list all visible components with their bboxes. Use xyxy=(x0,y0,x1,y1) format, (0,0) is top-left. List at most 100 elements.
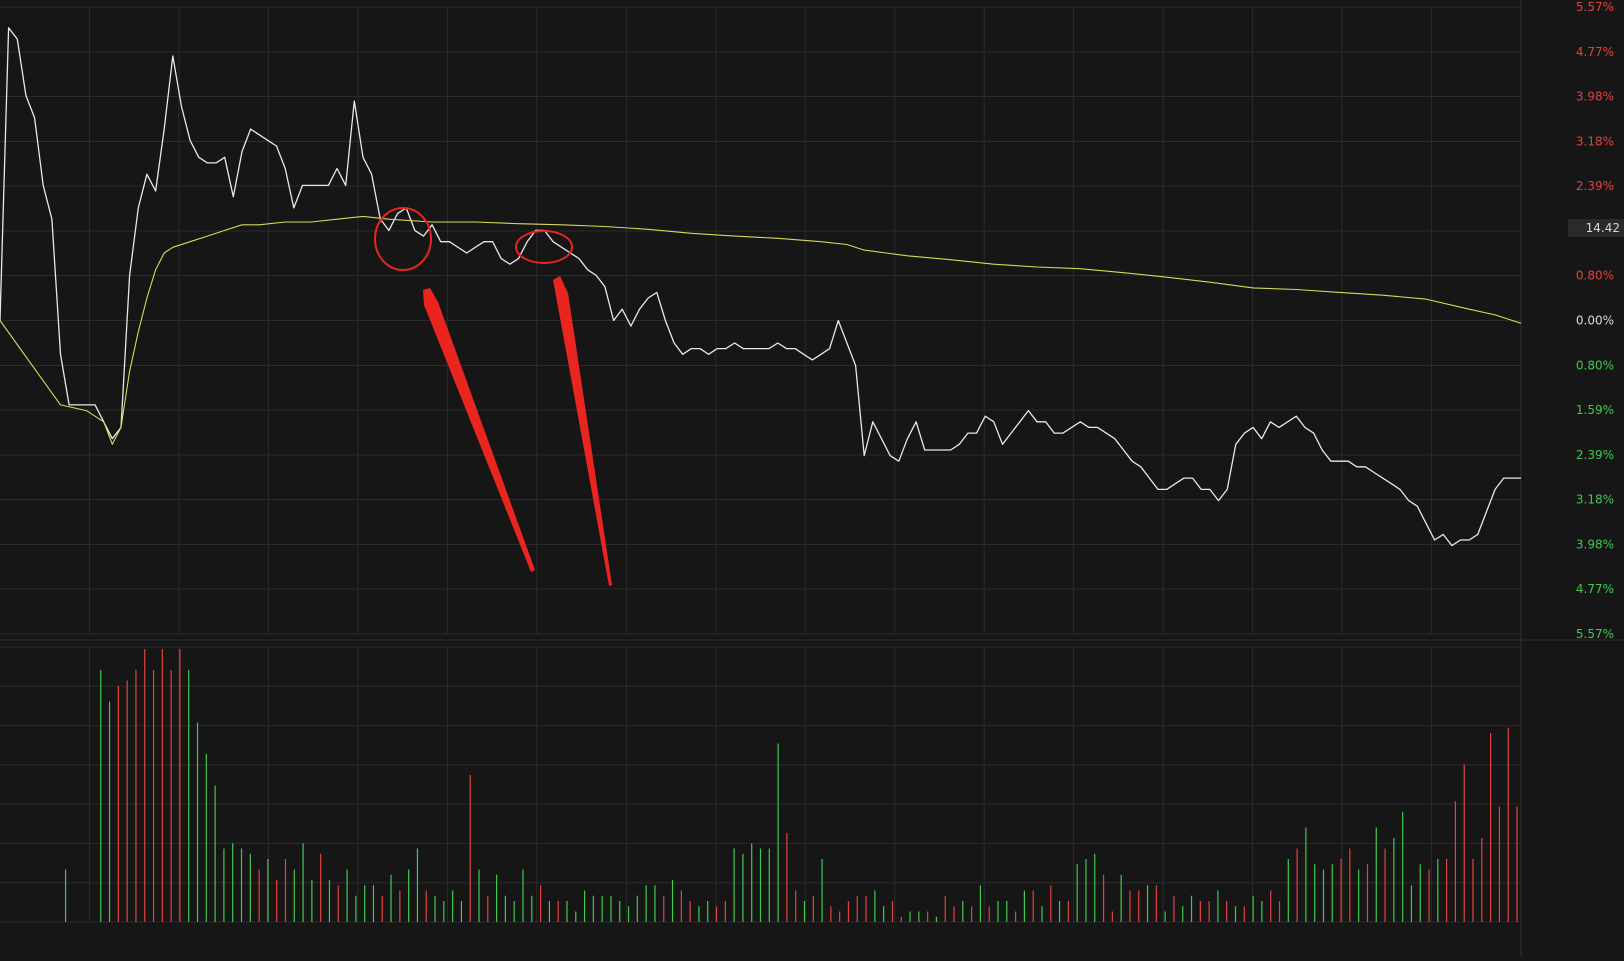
volume-bar xyxy=(205,754,207,922)
volume-bar xyxy=(1349,848,1351,922)
volume-bar xyxy=(1419,864,1421,922)
volume-bar xyxy=(161,649,163,922)
volume-bar xyxy=(452,890,454,922)
volume-bar xyxy=(839,911,841,922)
y-tick-label: 3.98% xyxy=(1576,538,1614,552)
volume-bar xyxy=(724,901,726,922)
volume-bar xyxy=(364,885,366,922)
volume-bar xyxy=(337,885,339,922)
volume-bar xyxy=(232,843,234,922)
volume-bar xyxy=(126,680,128,922)
volume-bar xyxy=(751,843,753,922)
volume-bar xyxy=(1331,864,1333,922)
volume-bar xyxy=(680,890,682,922)
y-tick-label: 4.77% xyxy=(1576,45,1614,59)
volume-bar xyxy=(715,906,718,922)
volume-bar xyxy=(1199,901,1201,922)
volume-bar xyxy=(707,901,709,922)
volume-bar xyxy=(355,895,357,922)
volume-bar xyxy=(1472,859,1474,922)
volume-bar xyxy=(803,901,806,922)
volume-bar xyxy=(504,895,507,922)
y-tick-label: 3.18% xyxy=(1576,492,1614,506)
volume-bar xyxy=(575,911,577,922)
volume-bar xyxy=(988,906,990,922)
average-price-line xyxy=(0,215,1522,445)
y-tick-label: 0.80% xyxy=(1576,359,1614,373)
volume-bar xyxy=(328,880,331,922)
volume-bar xyxy=(1155,885,1157,922)
volume-bar xyxy=(152,670,155,922)
volume-bar xyxy=(1252,895,1254,922)
volume-bar xyxy=(1138,890,1140,922)
volume-bar xyxy=(100,670,102,922)
volume-bar xyxy=(1314,864,1316,922)
line-layer xyxy=(0,27,1522,547)
volume-bar xyxy=(1164,911,1166,922)
y-tick-label: 5.57% xyxy=(1576,627,1614,641)
volume-bar xyxy=(214,785,216,922)
volume-bar xyxy=(381,895,383,922)
volume-bar xyxy=(135,670,137,922)
volume-bar xyxy=(1366,864,1369,922)
volume-bar xyxy=(962,901,964,922)
volume-bar xyxy=(918,911,920,922)
y-tick-label: 0.80% xyxy=(1576,268,1614,282)
volume-bar xyxy=(1058,901,1061,922)
volume-bar xyxy=(223,848,225,922)
volume-bar xyxy=(1454,801,1457,922)
volume-bar xyxy=(1094,853,1096,922)
volume-bar xyxy=(302,843,304,922)
volume-bar xyxy=(1234,906,1237,922)
volume-bar xyxy=(1050,885,1052,922)
volume-bar xyxy=(1120,874,1122,922)
volume-bar xyxy=(522,869,524,922)
volume-bar xyxy=(1014,911,1017,922)
volume-bar xyxy=(196,722,199,922)
volume-layer xyxy=(64,649,1518,922)
volume-bar xyxy=(1446,859,1448,922)
volume-bar xyxy=(592,895,594,922)
volume-bar xyxy=(1111,911,1113,922)
volume-bar xyxy=(469,775,471,922)
volume-bar xyxy=(1498,806,1501,922)
volume-bar xyxy=(1384,848,1386,922)
volume-bar xyxy=(663,895,665,922)
volume-bar xyxy=(601,895,603,922)
annotation-arrow xyxy=(423,288,535,572)
volume-bar xyxy=(478,869,480,922)
volume-bar xyxy=(777,743,779,922)
volume-bar xyxy=(1410,885,1413,922)
volume-bar xyxy=(1208,901,1210,922)
y-tick-label: 2.39% xyxy=(1576,448,1614,462)
y-tick-label: 3.18% xyxy=(1576,135,1614,149)
y-tick-label: 0.00% xyxy=(1576,314,1614,328)
volume-bar xyxy=(399,890,401,922)
volume-bar xyxy=(733,848,735,922)
volume-bar xyxy=(891,901,894,922)
volume-bar xyxy=(267,859,269,922)
volume-bar xyxy=(865,895,867,922)
volume-bar xyxy=(1041,906,1043,922)
volume-bar xyxy=(346,869,348,922)
volume-bar xyxy=(671,880,674,922)
volume-bar xyxy=(1358,869,1360,922)
volume-bar xyxy=(619,901,621,922)
current-price-badge: 14.42 xyxy=(1568,219,1624,237)
volume-bar xyxy=(64,869,67,922)
axis-layer: 5.57% 4.77% 3.98% 3.18% 2.39% 1.59% 0.80% 0.00%… xyxy=(1576,0,1614,641)
volume-bar xyxy=(1270,890,1272,922)
volume-bar xyxy=(276,880,278,922)
volume-bar xyxy=(1190,895,1193,922)
volume-bar xyxy=(1102,874,1105,922)
volume-bar xyxy=(460,901,463,922)
volume-bar xyxy=(812,895,814,922)
volume-bar xyxy=(830,906,832,922)
volume-bar xyxy=(997,901,999,922)
volume-bar xyxy=(513,901,515,922)
volume-bar xyxy=(900,916,902,922)
volume-bar xyxy=(698,906,700,922)
volume-bar xyxy=(654,885,656,922)
